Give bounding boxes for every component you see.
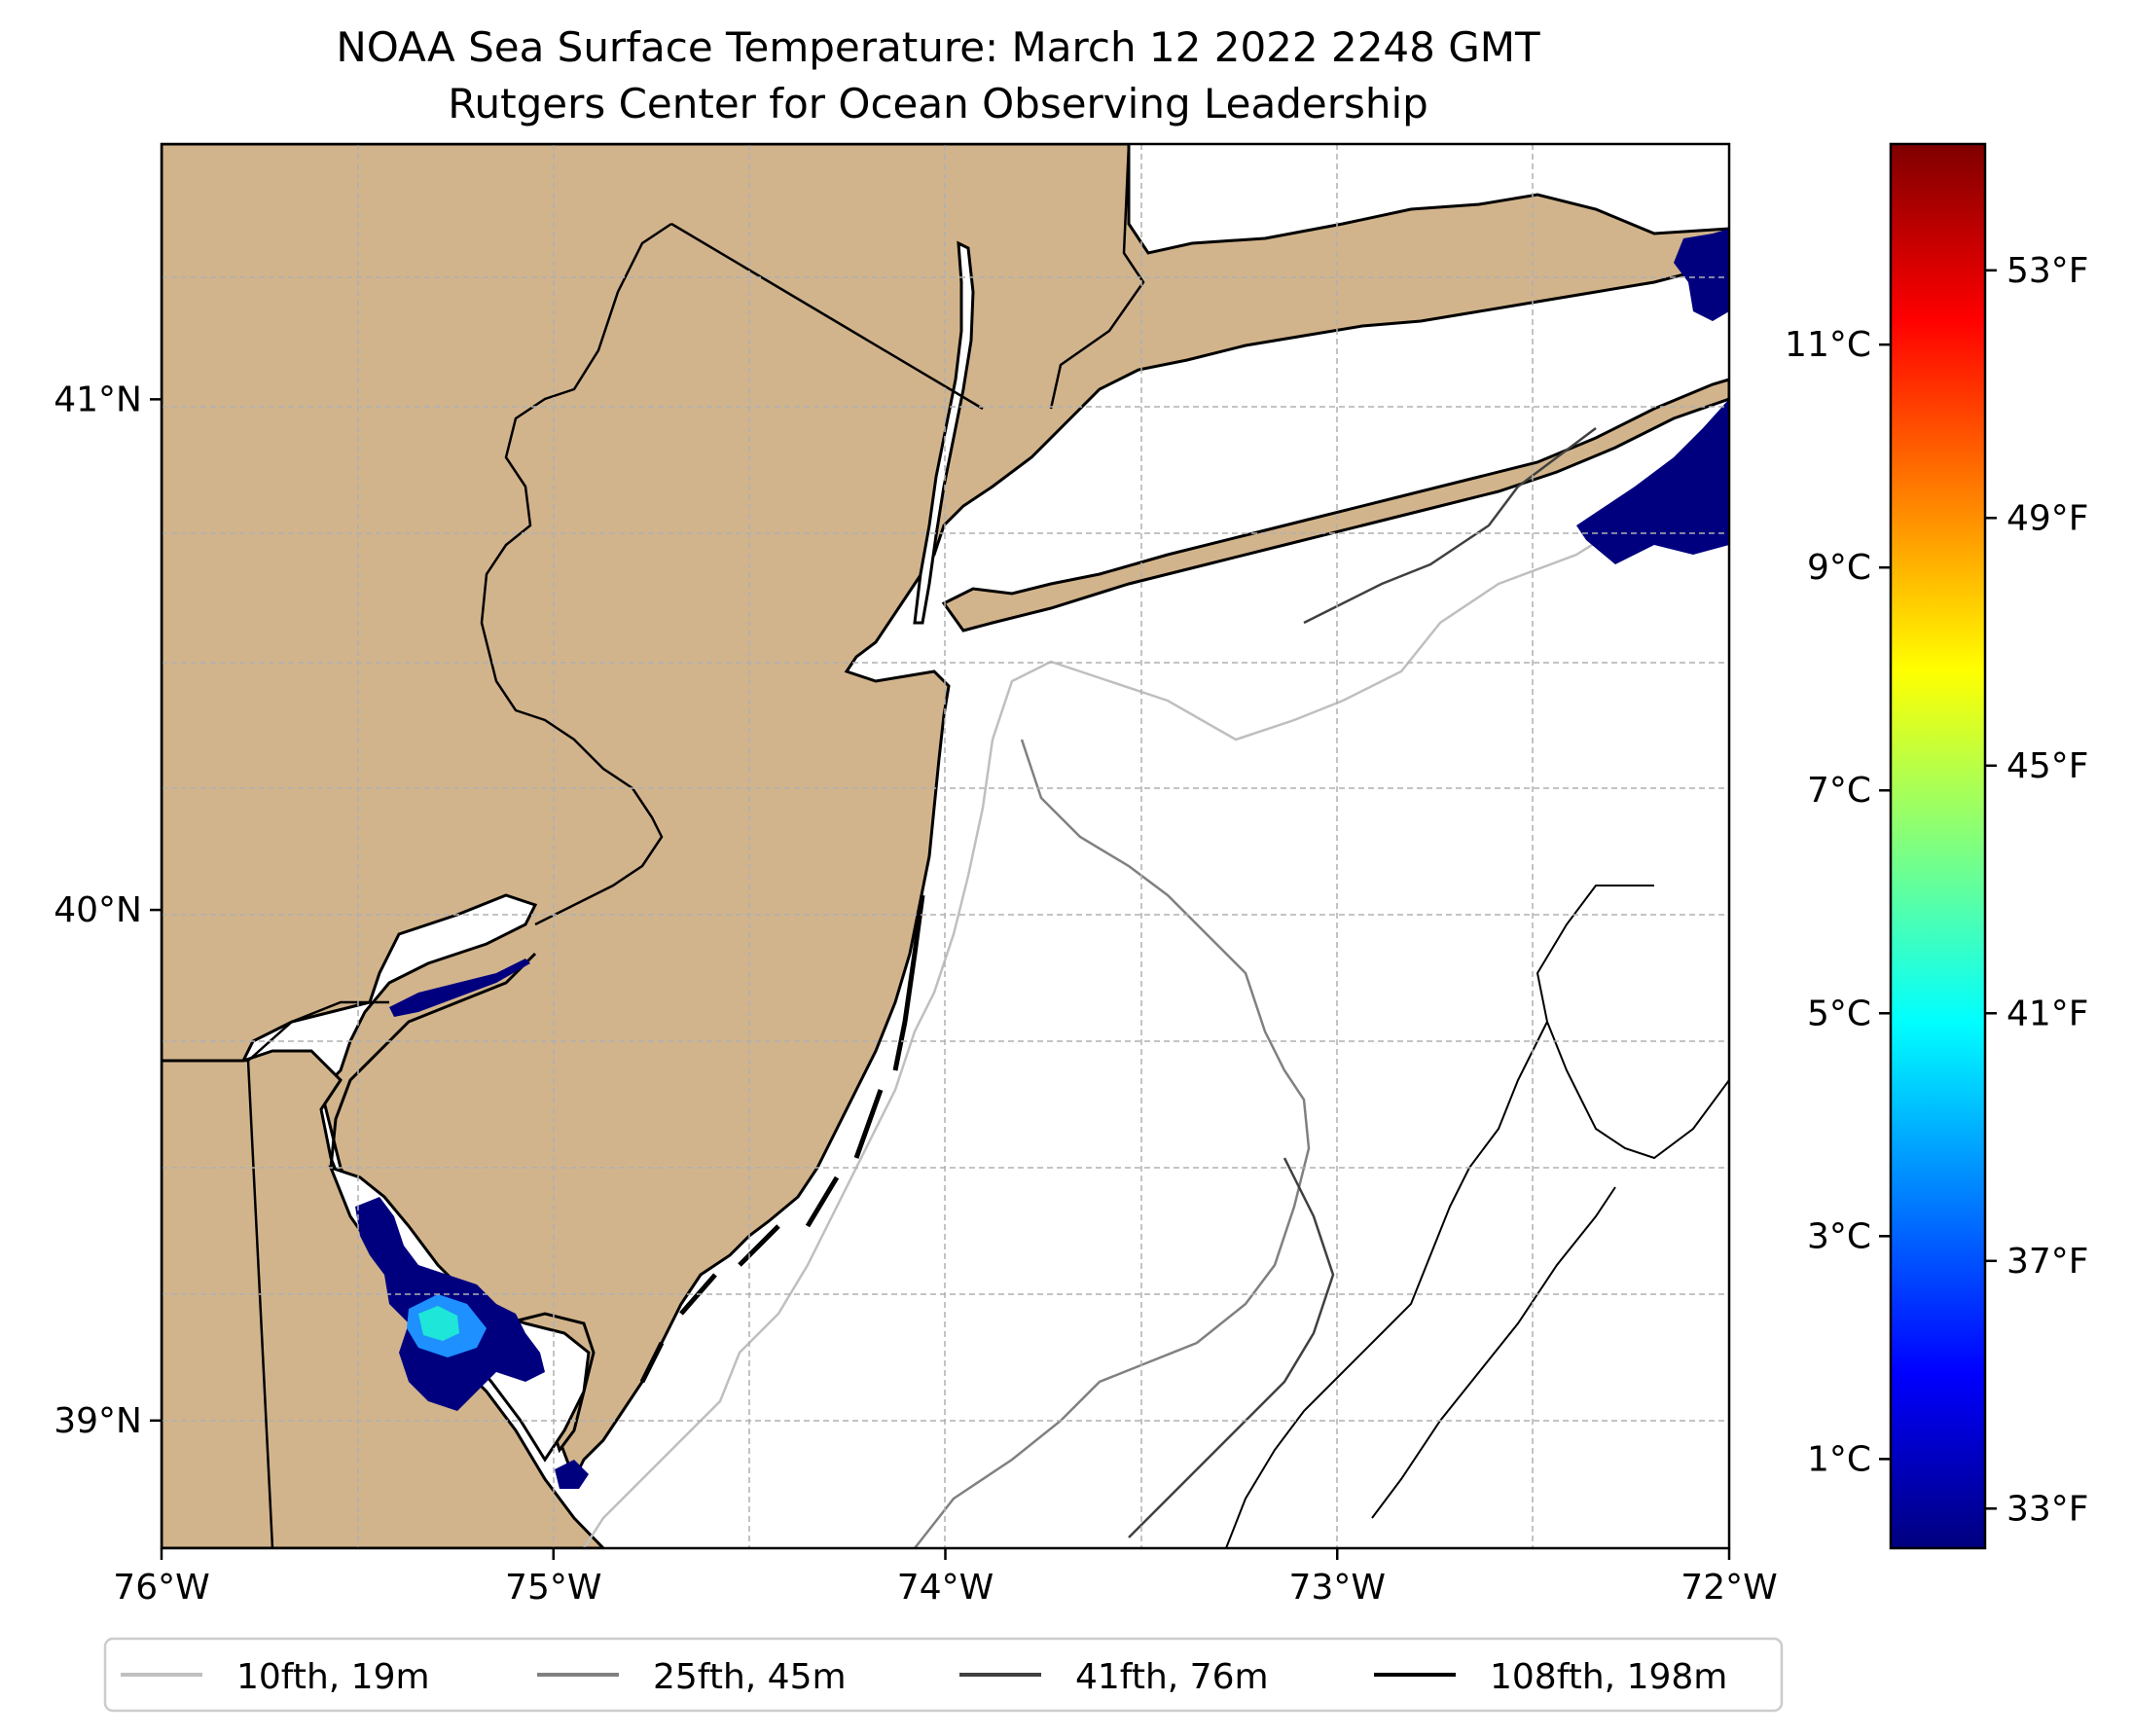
cbar-f-tick-label-1: 49°F — [2006, 498, 2089, 538]
cbar-c-tick-label-3: 5°C — [1807, 994, 1871, 1033]
map-title-line2: Rutgers Center for Ocean Observing Leade… — [448, 80, 1428, 127]
gridlines — [162, 144, 1729, 1548]
lon-tick-label-0: 76°W — [113, 1568, 209, 1608]
hudson-river — [913, 240, 975, 625]
delaware-river — [329, 952, 537, 1169]
sst-patch-delaware-bay-warm — [418, 1306, 459, 1341]
sst-patches — [355, 229, 1729, 1489]
cbar-f-tick-label-3: 41°F — [2006, 994, 2089, 1033]
legend-label-41fth: 41fth, 76m — [1075, 1657, 1269, 1697]
lon-tick-label-4: 72°W — [1680, 1568, 1777, 1608]
state-border-ny-ct — [1049, 144, 1145, 410]
contour-108fth — [1225, 885, 1729, 1548]
colorbar-fahrenheit-axis: 53°F 49°F 45°F 41°F 37°F 33°F — [1985, 251, 2089, 1529]
colorbar-celsius-axis: 11°C 9°C 7°C 5°C 3°C 1°C — [1785, 325, 1891, 1479]
sst-patch-delaware-river — [389, 958, 530, 1017]
lon-tick-label-3: 73°W — [1289, 1568, 1386, 1608]
cbar-f-tick-label-0: 53°F — [2006, 251, 2089, 291]
cbar-f-tick-label-2: 45°F — [2006, 746, 2089, 786]
land-long-island — [941, 378, 1729, 633]
sst-patch-block-island — [1674, 229, 1729, 321]
contour-41fth — [1128, 427, 1597, 1538]
map-area — [162, 144, 1729, 1548]
lon-tick-label-2: 74°W — [897, 1568, 994, 1608]
cbar-c-tick-label-2: 7°C — [1807, 771, 1871, 811]
cbar-f-tick-label-5: 33°F — [2006, 1489, 2089, 1529]
longitude-axis: 76°W 75°W 74°W 73°W 72°W — [113, 1548, 1778, 1608]
colorbar-gradient — [1889, 142, 1987, 1550]
lon-tick-label-1: 75°W — [505, 1568, 601, 1608]
legend-label-25fth: 25fth, 45m — [653, 1657, 847, 1697]
legend-label-10fth: 10fth, 19m — [236, 1657, 430, 1697]
cbar-c-tick-label-0: 11°C — [1785, 325, 1871, 365]
lat-tick-label-0: 41°N — [54, 380, 142, 419]
lat-tick-label-2: 39°N — [54, 1401, 142, 1441]
map-title-line1: NOAA Sea Surface Temperature: March 12 2… — [336, 23, 1540, 71]
legend-frame — [103, 1637, 1784, 1713]
cbar-c-tick-label-4: 3°C — [1807, 1216, 1871, 1256]
sst-patch-east-long-island — [1576, 399, 1729, 564]
state-border-ny-nj — [670, 222, 984, 411]
cbar-c-tick-label-5: 1°C — [1807, 1439, 1871, 1479]
lat-tick-label-1: 40°N — [54, 890, 142, 930]
legend-label-108fth: 108fth, 198m — [1490, 1657, 1727, 1697]
sst-patch-cape-may — [555, 1460, 589, 1489]
barrier-islands — [639, 894, 925, 1384]
cbar-c-tick-label-1: 9°C — [1807, 548, 1871, 588]
cbar-f-tick-label-4: 37°F — [2006, 1242, 2089, 1282]
state-border-pa-nj — [480, 222, 672, 926]
contour-legend: 10fth, 19m 25fth, 45m 41fth, 76m 108fth,… — [103, 1637, 1784, 1713]
latitude-axis: 41°N 40°N 39°N — [54, 380, 162, 1441]
